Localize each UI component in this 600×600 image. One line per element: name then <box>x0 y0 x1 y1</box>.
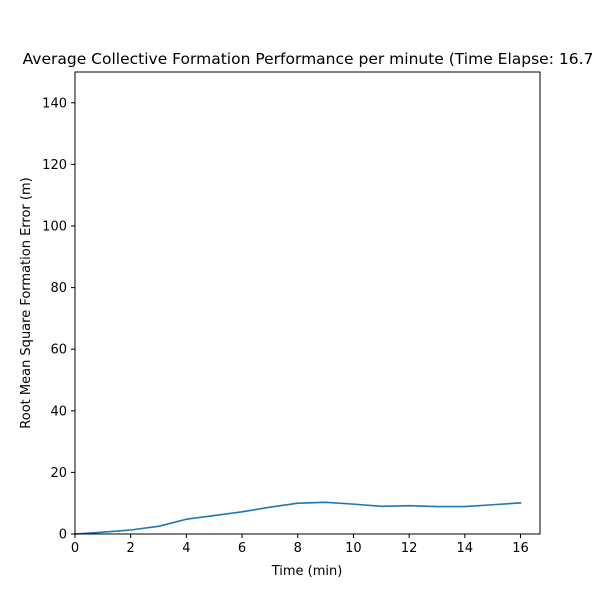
data-point <box>130 529 131 530</box>
y-tick-label: 140 <box>42 96 67 111</box>
y-tick-label: 120 <box>42 158 67 173</box>
data-point <box>492 504 493 505</box>
y-axis-ticks: 0 20 40 60 80 100 120 140 <box>42 96 75 543</box>
data-point <box>102 532 103 533</box>
x-tick-label: 4 <box>182 541 190 556</box>
y-tick-label: 20 <box>50 466 67 481</box>
axes-frame <box>74 71 541 535</box>
x-tick-label: 14 <box>457 541 474 556</box>
y-tick-label: 80 <box>50 281 67 296</box>
chart-title: Average Collective Formation Performance… <box>23 50 594 68</box>
x-tick-label: 10 <box>345 541 362 556</box>
data-point <box>464 506 465 507</box>
data-point <box>269 507 270 508</box>
x-axis-ticks: 0 2 4 6 8 10 12 14 16 <box>71 534 529 556</box>
x-tick-label: 2 <box>127 541 135 556</box>
data-point <box>353 504 354 505</box>
data-point <box>241 511 242 512</box>
series-line <box>74 501 522 535</box>
plot-area <box>74 501 522 535</box>
data-point <box>214 515 215 516</box>
x-tick-label: 8 <box>294 541 302 556</box>
x-tick-label: 16 <box>512 541 529 556</box>
x-tick-label: 12 <box>401 541 418 556</box>
data-point <box>436 506 437 507</box>
y-tick-label: 60 <box>50 343 67 358</box>
y-tick-label: 100 <box>42 220 67 235</box>
data-point <box>409 505 410 506</box>
data-point <box>186 519 187 520</box>
data-point <box>325 502 326 503</box>
x-tick-label: 0 <box>71 541 79 556</box>
y-tick-label: 0 <box>59 528 67 543</box>
data-point <box>297 503 298 504</box>
data-point <box>158 526 159 527</box>
x-axis-label: Time (min) <box>271 564 343 579</box>
data-point <box>520 502 521 503</box>
y-tick-label: 40 <box>50 404 67 419</box>
y-axis-label: Root Mean Square Formation Error (m) <box>19 177 34 428</box>
x-tick-label: 6 <box>238 541 246 556</box>
data-point <box>381 506 382 507</box>
